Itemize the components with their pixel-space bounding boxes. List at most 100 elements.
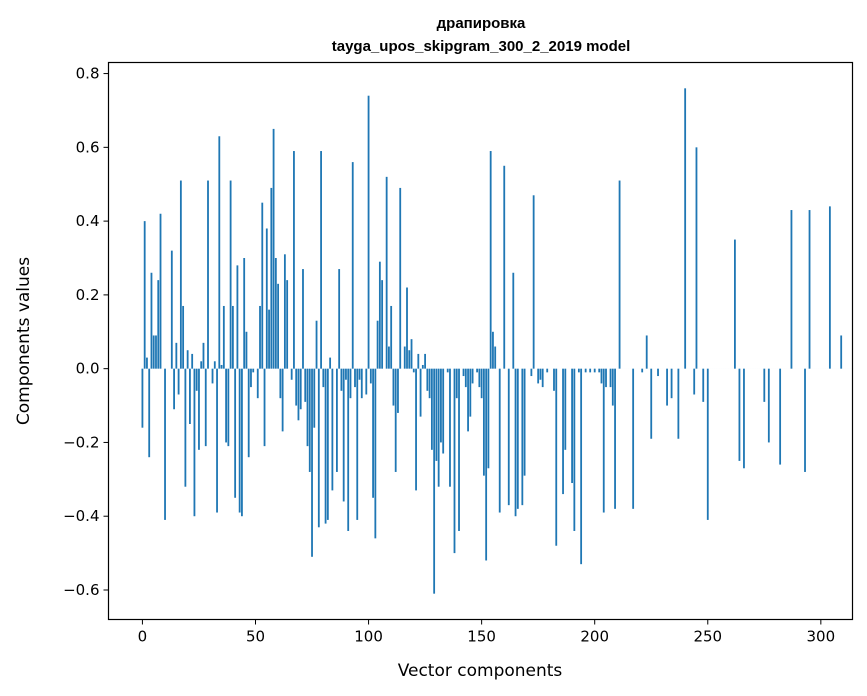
x-tick-label: 300 <box>807 628 836 646</box>
bar <box>406 287 408 369</box>
bar <box>426 368 429 391</box>
bar <box>424 353 426 369</box>
bar <box>435 368 438 461</box>
bar <box>211 368 214 384</box>
bar <box>283 254 286 369</box>
bar <box>216 368 218 513</box>
bar <box>650 368 653 439</box>
chart-title: драпировка <box>437 15 526 32</box>
bar <box>611 368 614 406</box>
bar <box>415 368 417 491</box>
bar <box>222 305 225 369</box>
bar <box>385 176 388 369</box>
bar <box>390 305 393 369</box>
bar <box>173 368 175 410</box>
y-tick-label: −0.4 <box>63 507 99 525</box>
bar <box>469 368 472 417</box>
bar <box>220 364 223 369</box>
bar <box>593 368 596 373</box>
bar <box>304 368 307 402</box>
bar <box>670 368 673 399</box>
bar <box>584 368 587 373</box>
bar <box>376 320 379 369</box>
bar <box>189 368 191 424</box>
bar <box>265 228 268 369</box>
bar <box>184 368 187 487</box>
bar <box>553 368 555 391</box>
bar <box>478 368 481 388</box>
bar <box>397 368 399 413</box>
y-axis-label: Components values <box>14 257 34 425</box>
bar <box>152 335 155 369</box>
bar <box>437 368 440 487</box>
bar <box>532 195 535 369</box>
x-tick-label: 50 <box>246 628 265 646</box>
bar <box>618 180 621 369</box>
bars-group <box>141 88 854 594</box>
bar <box>356 368 359 520</box>
bar <box>365 368 368 395</box>
bar <box>243 258 246 369</box>
bar <box>322 368 325 388</box>
bar <box>840 335 843 369</box>
x-axis-ticks: 0 50 100 150 200 250 300 <box>138 619 836 646</box>
bar <box>828 206 831 369</box>
bar <box>326 368 329 520</box>
bar <box>471 368 474 384</box>
bar <box>657 368 659 377</box>
bar <box>331 368 334 491</box>
bar <box>516 368 519 509</box>
bar <box>367 95 370 369</box>
bar <box>412 368 415 373</box>
bar <box>293 151 295 369</box>
bar <box>476 368 479 373</box>
bar <box>245 331 248 369</box>
bar <box>360 368 363 399</box>
bar <box>706 368 709 520</box>
bar <box>600 368 603 384</box>
bar <box>274 258 277 369</box>
bar <box>381 280 384 369</box>
bar <box>462 368 465 377</box>
bar <box>695 147 698 369</box>
bar <box>177 368 180 395</box>
bar <box>229 180 232 369</box>
bar <box>241 368 243 517</box>
bar <box>494 346 497 369</box>
bar <box>666 368 668 406</box>
bar <box>338 269 341 369</box>
x-axis-label: Vector components <box>398 661 563 681</box>
x-tick-label: 250 <box>693 628 722 646</box>
bar <box>308 368 311 472</box>
y-tick-label: −0.6 <box>63 581 99 599</box>
bar <box>234 368 237 498</box>
bar <box>342 368 345 502</box>
bar <box>358 368 361 380</box>
bar <box>738 368 741 461</box>
bar <box>329 357 332 369</box>
y-axis-ticks: −0.6 −0.4 −0.2 0.0 0.2 0.4 0.6 0.8 <box>63 65 109 599</box>
bar <box>485 368 488 561</box>
bar <box>428 368 431 399</box>
bar <box>580 368 583 565</box>
bar <box>394 368 397 472</box>
bar <box>351 162 354 369</box>
bar <box>577 368 580 373</box>
bar <box>354 368 356 388</box>
bar <box>306 368 309 447</box>
bar <box>573 368 576 531</box>
bar <box>259 305 261 369</box>
bar <box>702 368 705 402</box>
bar <box>299 368 302 410</box>
bar <box>808 210 811 369</box>
bar <box>433 368 436 594</box>
bar <box>430 368 433 450</box>
bar <box>313 368 316 428</box>
bar <box>336 368 338 472</box>
bar <box>186 350 189 369</box>
bar <box>743 368 745 469</box>
bar <box>464 368 467 388</box>
bar <box>408 350 411 369</box>
bar <box>204 368 207 447</box>
bar <box>734 239 736 369</box>
